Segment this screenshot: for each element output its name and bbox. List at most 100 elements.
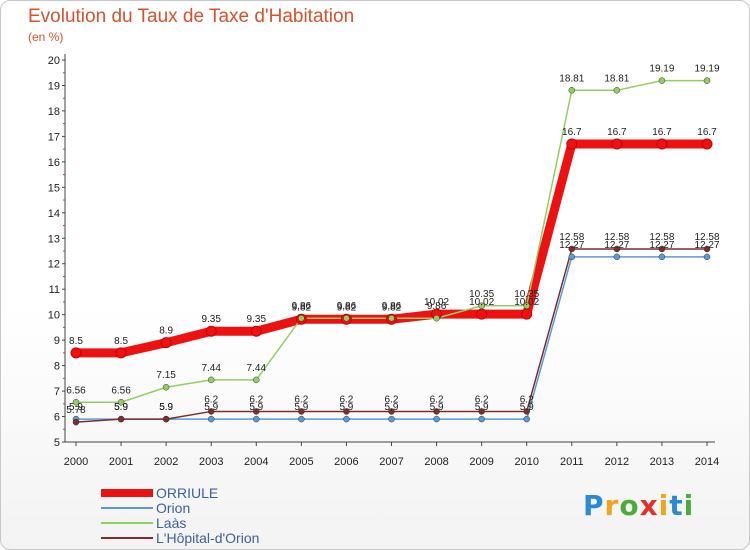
y-tick-label: 8 (54, 361, 60, 373)
data-point (703, 253, 711, 261)
chart-unit-label: (en %) (28, 30, 64, 44)
data-labels: 8.5 8.58.99.35 9.359.82 9.82 9.82 10.02 10.02 1… (66, 64, 720, 417)
x-tick-label: 2012 (605, 456, 629, 468)
data-point (298, 408, 305, 415)
data-point (521, 308, 533, 320)
data-point (162, 383, 170, 391)
data-point (478, 415, 485, 423)
data-point (343, 408, 350, 415)
data-point (611, 138, 623, 150)
data-label: 5.9 (430, 402, 444, 413)
y-tick-label: 10 (48, 310, 60, 322)
x-tick-label: 2007 (379, 456, 403, 468)
x-tick-label: 2013 (650, 456, 674, 468)
data-label: 9.86 (337, 301, 357, 312)
data-label: 5.9 (249, 402, 263, 413)
data-point (568, 245, 576, 253)
data-point (388, 408, 395, 415)
x-tick-label: 2010 (514, 456, 538, 468)
y-tick-label: 15 (48, 182, 60, 194)
data-label: 10.35 (469, 289, 494, 300)
series-points (70, 77, 713, 426)
data-point (162, 415, 170, 423)
y-tick-label: 18 (48, 106, 60, 118)
data-label: 16.7 (652, 127, 672, 138)
data-point (613, 253, 621, 261)
data-point (658, 245, 666, 253)
data-point (117, 415, 125, 423)
data-label: 5.9 (159, 402, 173, 413)
data-label: 16.7 (562, 127, 582, 138)
data-point (207, 408, 215, 415)
data-label: 18.81 (604, 73, 629, 84)
data-point (658, 77, 666, 84)
data-label: 19.19 (649, 64, 674, 75)
data-label: 9.86 (427, 301, 447, 312)
data-point (298, 314, 305, 322)
x-tick-label: 2003 (199, 456, 223, 468)
data-label: 6.2 (294, 394, 308, 405)
data-label: 5.9 (159, 402, 173, 413)
data-point (117, 399, 125, 406)
data-point (703, 245, 711, 253)
legend-swatch-orion (101, 507, 153, 509)
data-point (253, 415, 260, 423)
y-tick-label: 13 (48, 233, 60, 245)
data-point (253, 408, 260, 415)
data-point (433, 415, 440, 423)
data-point (433, 314, 440, 322)
data-label: 10.35 (514, 289, 539, 300)
data-point (388, 314, 395, 322)
x-tick-label: 2005 (289, 456, 313, 468)
y-tick-label: 7 (54, 386, 60, 398)
data-point (160, 337, 172, 349)
data-label: 18.81 (559, 73, 584, 84)
data-point (343, 314, 350, 322)
chart-axes: 5 6 7 8 9 10 11 12 13 14 15 16 17 18 19 20 2000 2001 2002 2… (48, 54, 719, 468)
y-tick-label: 12 (48, 259, 60, 271)
legend-label-laas: Laàs (156, 515, 187, 531)
data-label: 12.58 (649, 232, 674, 243)
data-point (476, 308, 488, 320)
data-label: 9.35 (201, 314, 221, 325)
data-label: 10.02 (424, 297, 449, 308)
data-label: 5.9 (294, 402, 308, 413)
data-point (568, 253, 576, 261)
data-point (703, 77, 711, 84)
data-label: 19.19 (694, 64, 719, 75)
data-point (205, 325, 217, 337)
y-tick-label: 6 (54, 412, 60, 424)
data-label: 5.9 (114, 402, 128, 413)
data-point (523, 415, 530, 423)
x-tick-label: 2004 (244, 456, 268, 468)
x-tick-label: 2001 (109, 456, 133, 468)
legend-swatch-laas (101, 522, 153, 524)
data-label: 12.27 (559, 240, 584, 251)
logo-letter: r (604, 489, 620, 522)
data-point (701, 138, 713, 150)
data-label: 7.44 (247, 363, 267, 374)
data-label: 9.35 (247, 314, 267, 325)
data-point (568, 87, 576, 94)
data-point (207, 376, 215, 384)
x-tick-label: 2009 (469, 456, 493, 468)
x-tick-label: 2006 (334, 456, 358, 468)
data-point (478, 302, 485, 310)
x-tick-label: 2014 (695, 456, 719, 468)
y-tick-label: 9 (54, 335, 60, 347)
y-tick-label: 20 (48, 55, 60, 67)
data-label: 5.9 (520, 402, 534, 413)
data-point (298, 415, 305, 423)
data-label: 6.2 (520, 394, 534, 405)
data-label: 10.02 (469, 297, 494, 308)
data-point (433, 408, 440, 415)
data-point (658, 253, 666, 261)
data-point (523, 408, 530, 415)
data-label: 8.5 (69, 336, 83, 347)
logo-letter: t (669, 489, 684, 522)
y-tick-label: 19 (48, 80, 60, 92)
data-point (72, 418, 80, 426)
data-point (388, 415, 395, 423)
logo-letter: i (658, 489, 670, 522)
x-tick-label: 2011 (560, 456, 584, 468)
